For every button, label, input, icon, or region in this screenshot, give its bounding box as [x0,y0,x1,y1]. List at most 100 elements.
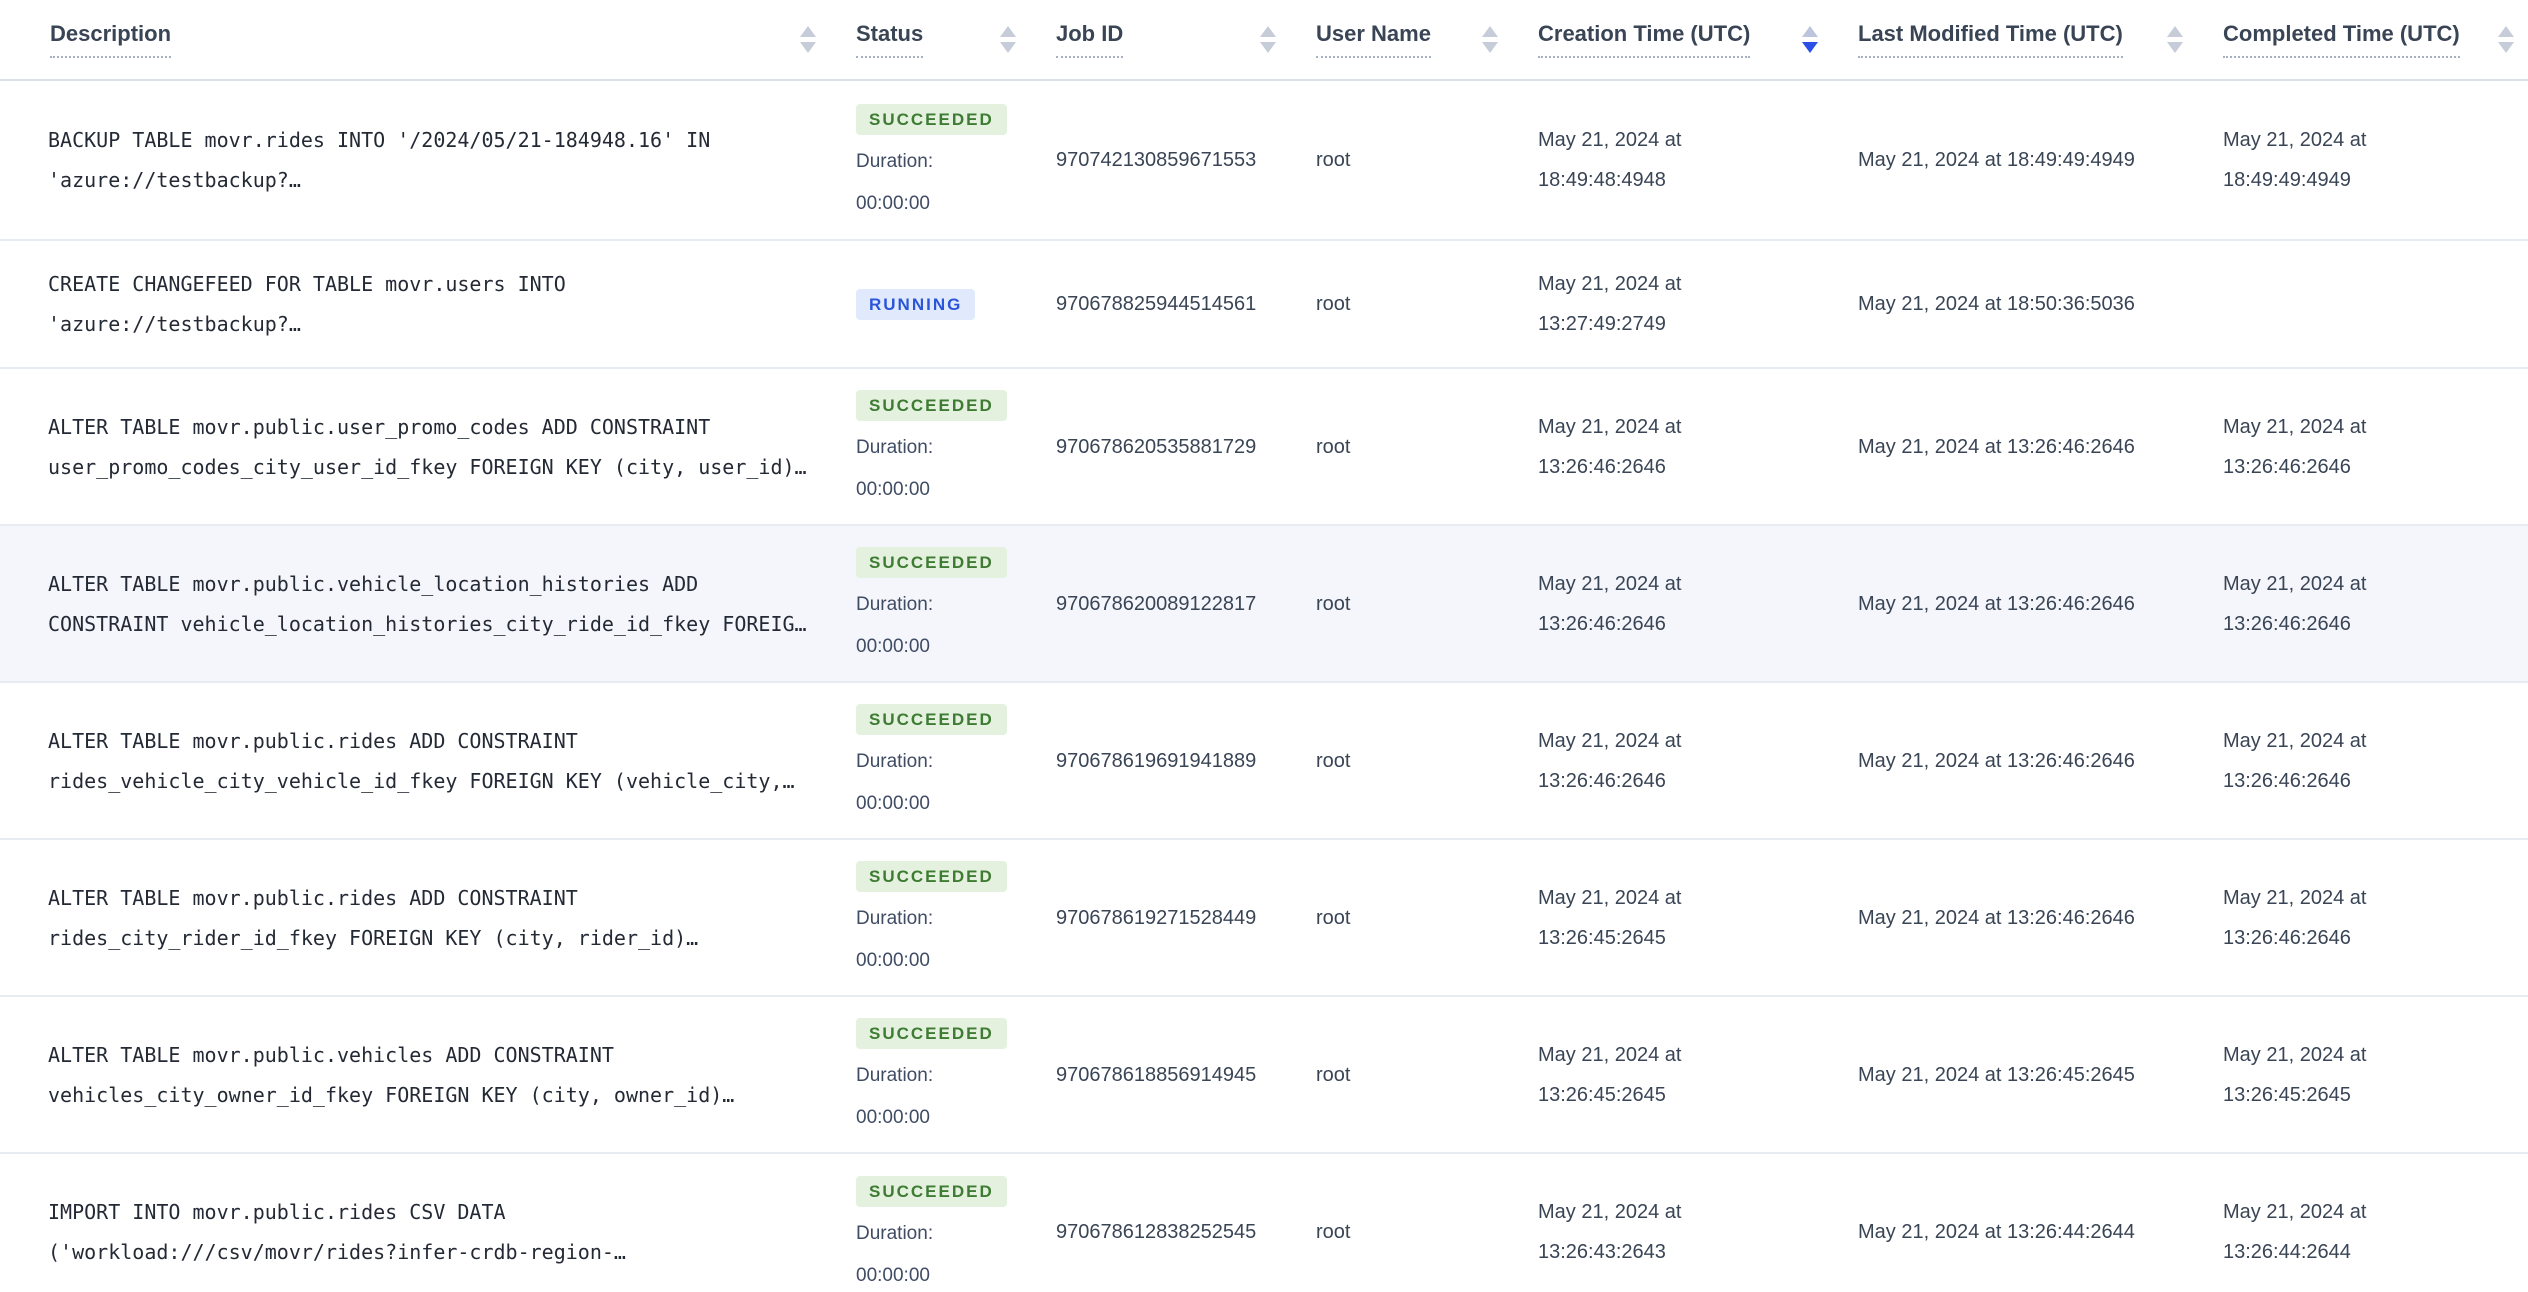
duration-label: Duration: [856,594,934,615]
sort-down-arrow-icon [2167,42,2183,53]
completed-time: May 21, 2024 at 13:26:46:2646 [2223,729,2367,792]
table-row: ALTER TABLE movr.public.vehicle_location… [0,525,2528,683]
creation-time: May 21, 2024 at 13:26:46:2646 [1538,729,1682,792]
sort-down-arrow-icon [1000,42,1016,53]
status-cell: RUNNING [856,288,1022,320]
table-header-row: Description Status Job ID User Name Creation… [0,0,2528,81]
column-header-creation-time[interactable]: Creation Time (UTC) [1512,0,1832,81]
job-id: 970678619691941889 [1056,749,1257,772]
job-id: 970678619271528449 [1056,906,1257,929]
sort-down-arrow-icon [800,42,816,53]
job-description-link[interactable]: ALTER TABLE movr.public.vehicles ADD CON… [48,1042,735,1107]
duration-label: Duration: [856,437,934,458]
user-name: root [1316,435,1351,458]
user-name: root [1316,1221,1351,1243]
duration-value: 00:00:00 [856,1107,930,1128]
status-cell: SUCCEEDED Duration: 00:00:00 [856,547,1022,660]
column-header-completed-time[interactable]: Completed Time (UTC) [2197,0,2528,81]
sort-icon[interactable] [1802,26,1818,53]
column-header-label: Last Modified Time (UTC) [1858,21,2123,58]
duration-label: Duration: [856,150,934,172]
user-name: root [1316,293,1351,315]
status-cell: SUCCEEDED Duration: 00:00:00 [856,861,1022,974]
job-description-link[interactable]: ALTER TABLE movr.public.user_promo_codes… [48,414,807,479]
job-description-link[interactable]: ALTER TABLE movr.public.rides ADD CONSTR… [48,885,699,950]
column-header-label: Description [50,21,172,58]
status-badge: SUCCEEDED [856,861,1007,892]
column-header-job-id[interactable]: Job ID [1030,0,1290,81]
status-badge: SUCCEEDED [856,390,1007,421]
creation-time: May 21, 2024 at 13:26:45:2645 [1538,1043,1682,1106]
sort-down-arrow-icon [2498,42,2514,53]
completed-time: May 21, 2024 at 13:26:46:2646 [2223,886,2367,949]
completed-time: May 21, 2024 at 13:26:44:2644 [2223,1201,2367,1263]
sort-up-arrow-icon [1260,26,1276,37]
table-row: ALTER TABLE movr.public.rides ADD CONSTR… [0,682,2528,840]
job-description-link[interactable]: CREATE CHANGEFEED FOR TABLE movr.users I… [48,272,566,336]
creation-time: May 21, 2024 at 13:27:49:2749 [1538,273,1682,335]
last-modified-time: May 21, 2024 at 13:26:46:2646 [1858,906,2135,929]
table-row: ALTER TABLE movr.public.rides ADD CONSTR… [0,839,2528,997]
job-description-link[interactable]: IMPORT INTO movr.public.rides CSV DATA (… [48,1200,626,1264]
column-header-label: Job ID [1056,21,1124,58]
sort-icon[interactable] [2167,26,2183,53]
sort-icon[interactable] [1482,26,1498,53]
creation-time: May 21, 2024 at 18:49:48:4948 [1538,129,1682,191]
sort-down-arrow-icon [1482,42,1498,53]
status-cell: SUCCEEDED Duration: 00:00:00 [856,103,1022,217]
sort-up-arrow-icon [2498,26,2514,37]
column-header-user-name[interactable]: User Name [1290,0,1512,81]
completed-time: May 21, 2024 at 13:26:46:2646 [2223,415,2367,478]
status-cell: SUCCEEDED Duration: 00:00:00 [856,1175,1022,1289]
last-modified-time: May 21, 2024 at 13:26:45:2645 [1858,1063,2135,1086]
status-badge: SUCCEEDED [856,1018,1007,1049]
status-badge: SUCCEEDED [856,103,1007,135]
sort-icon[interactable] [1000,26,1016,53]
status-badge: SUCCEEDED [856,547,1007,578]
table-row: IMPORT INTO movr.public.rides CSV DATA (… [0,1153,2528,1292]
status-cell: SUCCEEDED Duration: 00:00:00 [856,390,1022,503]
table-row: ALTER TABLE movr.public.vehicles ADD CON… [0,996,2528,1154]
sort-icon[interactable] [1260,26,1276,53]
last-modified-time: May 21, 2024 at 13:26:44:2644 [1858,1221,2135,1243]
job-id: 970678825944514561 [1056,293,1257,315]
duration-label: Duration: [856,1065,934,1086]
job-id: 970678620535881729 [1056,435,1257,458]
job-description-link[interactable]: ALTER TABLE movr.public.vehicle_location… [48,571,807,636]
sort-up-arrow-icon [2167,26,2183,37]
column-header-label: Completed Time (UTC) [2223,21,2460,58]
duration-value: 00:00:00 [856,192,930,214]
duration-value: 00:00:00 [856,636,930,657]
status-cell: SUCCEEDED Duration: 00:00:00 [856,704,1022,817]
completed-time: May 21, 2024 at 13:26:46:2646 [2223,572,2367,635]
user-name: root [1316,149,1351,171]
job-description-link[interactable]: ALTER TABLE movr.public.rides ADD CONSTR… [48,728,795,793]
creation-time: May 21, 2024 at 13:26:46:2646 [1538,415,1682,478]
job-id: 970678620089122817 [1056,592,1257,615]
duration-value: 00:00:00 [856,950,930,971]
table-row: ALTER TABLE movr.public.user_promo_codes… [0,368,2528,526]
completed-time: May 21, 2024 at 13:26:45:2645 [2223,1043,2367,1106]
duration-value: 00:00:00 [856,1264,930,1286]
sort-icon[interactable] [800,26,816,53]
last-modified-time: May 21, 2024 at 13:26:46:2646 [1858,592,2135,615]
column-header-last-modified-time[interactable]: Last Modified Time (UTC) [1832,0,2197,81]
duration-value: 00:00:00 [856,793,930,814]
last-modified-time: May 21, 2024 at 13:26:46:2646 [1858,435,2135,458]
table-row: BACKUP TABLE movr.rides INTO '/2024/05/2… [0,80,2528,241]
sort-icon[interactable] [2498,26,2514,53]
sort-up-arrow-icon [1802,26,1818,37]
column-header-status[interactable]: Status [830,0,1030,81]
column-header-label: Creation Time (UTC) [1538,21,1751,58]
duration-value: 00:00:00 [856,479,930,500]
column-header-description[interactable]: Description [0,0,830,81]
user-name: root [1316,906,1351,929]
job-description-link[interactable]: BACKUP TABLE movr.rides INTO '/2024/05/2… [48,128,711,192]
creation-time: May 21, 2024 at 13:26:43:2643 [1538,1201,1682,1263]
job-id: 970678618856914945 [1056,1063,1257,1086]
user-name: root [1316,1063,1351,1086]
table-row: CREATE CHANGEFEED FOR TABLE movr.users I… [0,240,2528,369]
creation-time: May 21, 2024 at 13:26:46:2646 [1538,572,1682,635]
job-id: 970678612838252545 [1056,1221,1257,1243]
column-header-label: Status [856,21,924,58]
